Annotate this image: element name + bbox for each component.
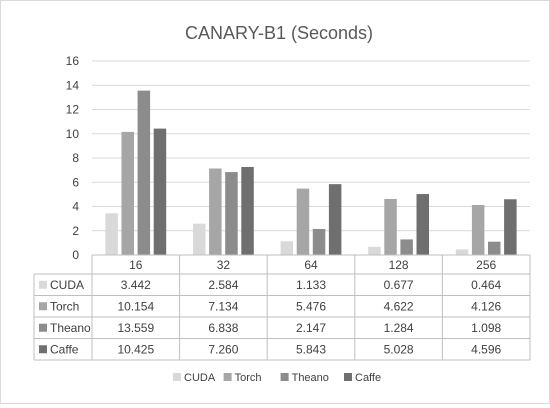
bar-torch-128 (384, 198, 397, 255)
table-row-header: Torch (50, 299, 79, 313)
bar-torch-16 (121, 131, 134, 255)
legend-label: Theano (292, 372, 329, 384)
table-row-swatch (39, 323, 47, 332)
legend-label: CUDA (184, 372, 216, 384)
table-cell: 3.442 (121, 278, 151, 292)
category-label: 256 (476, 258, 496, 272)
bar-theano-64 (312, 228, 326, 255)
legend-label: Caffe (355, 372, 381, 384)
y-tick-label: 6 (72, 175, 79, 189)
table-cell: 2.584 (208, 278, 238, 292)
bar-caffe-64 (328, 184, 342, 255)
table-cell: 0.677 (384, 278, 414, 292)
table-cell: 5.476 (296, 299, 326, 313)
table-cell: 7.134 (208, 299, 238, 313)
y-axis-tick-labels: 0 2 4 6 8 10 12 14 16 (66, 54, 80, 262)
category-label: 128 (389, 258, 409, 272)
legend-label: Torch (235, 372, 262, 384)
legend-swatch (173, 373, 181, 381)
table-cell: 2.147 (296, 321, 326, 335)
table-row-swatch (39, 280, 47, 289)
table-cell: 1.284 (384, 321, 414, 335)
table-row-header: CUDA (50, 278, 84, 292)
bar-theano-32 (225, 172, 238, 255)
category-label: 32 (217, 258, 231, 272)
table-cell: 4.622 (384, 299, 414, 313)
legend-swatch (280, 373, 289, 381)
table-cell: 10.425 (117, 342, 154, 356)
table-cell: 1.098 (471, 321, 501, 335)
data-table: 16 32 64 128 256 CUDA 3.442 2.584 1.133 0.677 0.46… (33, 254, 531, 361)
table-cell: 0.464 (471, 278, 501, 292)
legend-swatch (344, 373, 352, 381)
table-cell: 4.126 (471, 299, 501, 313)
bar-theano-128 (400, 239, 413, 255)
y-tick-label: 12 (66, 103, 80, 117)
bar-torch-64 (296, 188, 310, 255)
table-cell: 4.596 (471, 342, 501, 356)
y-tick-label: 8 (72, 151, 79, 165)
bar-caffe-128 (416, 194, 429, 255)
table-cell: 7.260 (208, 342, 238, 356)
table-row-header: Theano (50, 321, 91, 335)
bar-cuda-32 (193, 223, 206, 255)
table-cell: 10.154 (117, 299, 154, 313)
y-tick-label: 14 (66, 78, 80, 92)
bar-theano-16 (137, 90, 151, 255)
bar-theano-256 (488, 241, 501, 255)
bar-caffe-32 (241, 166, 254, 255)
legend: CUDA Torch Theano Caffe (173, 372, 381, 384)
table-cell: 6.838 (208, 321, 238, 335)
bar-cuda-16 (105, 213, 118, 255)
table-cell: 13.559 (117, 321, 154, 335)
y-tick-label: 2 (72, 224, 79, 238)
bars (105, 90, 517, 255)
bar-cuda-256 (455, 249, 469, 255)
bar-torch-32 (209, 168, 222, 255)
y-tick-label: 0 (72, 248, 79, 262)
category-label: 16 (129, 258, 143, 272)
legend-swatch (223, 373, 232, 381)
table-cell: 1.133 (296, 278, 326, 292)
y-tick-label: 10 (66, 127, 80, 141)
bar-cuda-64 (280, 241, 294, 255)
bar-caffe-256 (504, 199, 517, 255)
bar-caffe-16 (153, 128, 167, 255)
y-tick-label: 16 (66, 54, 80, 68)
chart-title: CANARY-B1 (Seconds) (185, 23, 373, 43)
table-row-header: Caffe (50, 342, 79, 356)
table-row-swatch (39, 302, 47, 311)
bar-cuda-128 (368, 246, 381, 255)
bar-torch-256 (471, 204, 485, 255)
category-label: 64 (304, 258, 318, 272)
table-row-swatch (39, 345, 47, 354)
y-tick-label: 4 (72, 200, 79, 214)
table-cell: 5.843 (296, 342, 326, 356)
table-cell: 5.028 (384, 342, 414, 356)
